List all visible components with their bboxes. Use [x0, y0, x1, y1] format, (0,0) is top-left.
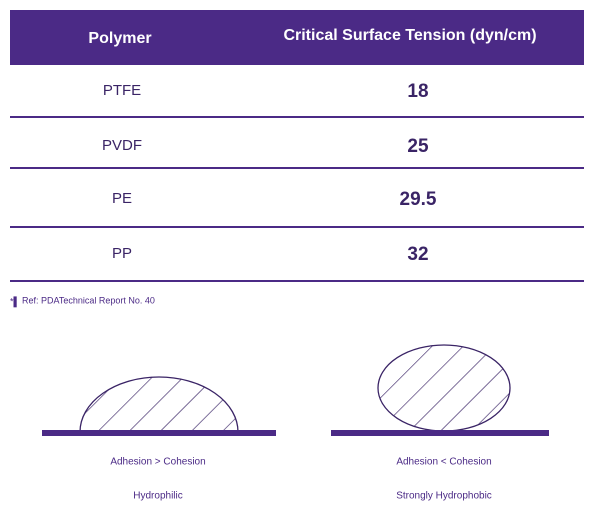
polymer-cell: PE [112, 190, 132, 207]
tension-cell: 29.5 [400, 189, 437, 210]
row-divider [10, 280, 584, 282]
header-cell: Critical Surface Tension (dyn/cm) [283, 27, 536, 44]
header-cell: Polymer [88, 30, 151, 47]
row-divider [10, 167, 584, 169]
tension-cell: 25 [407, 136, 429, 157]
drop-bead [377, 344, 511, 432]
surface [42, 430, 276, 436]
caption: Adhesion < Cohesion [396, 457, 491, 468]
tension-cell: 18 [407, 81, 428, 102]
surface [331, 430, 549, 436]
drop-spread [79, 376, 239, 433]
polymer-cell: PTFE [103, 82, 141, 99]
table-body: PTFE 18 PVDF 25 PE 29.5 PP 32 [10, 81, 584, 282]
row-divider [10, 116, 584, 118]
polymer-cell: PP [112, 245, 132, 262]
footnote-icon: *▌ [10, 295, 20, 307]
row-divider [10, 226, 584, 228]
footnote: Ref: PDATechnical Report No. 40 [22, 295, 155, 305]
tension-cell: 32 [407, 244, 428, 265]
label: Hydrophilic [133, 491, 182, 502]
table-header [10, 10, 584, 65]
caption: Adhesion > Cohesion [110, 457, 205, 468]
polymer-cell: PVDF [102, 137, 142, 154]
label: Strongly Hydrophobic [396, 491, 492, 502]
